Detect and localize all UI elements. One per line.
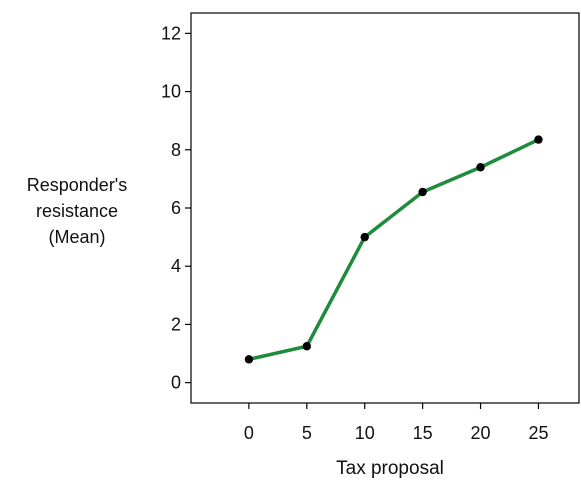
x-tick-label: 15 xyxy=(413,423,433,443)
y-tick-label: 0 xyxy=(171,373,181,393)
data-point xyxy=(534,135,543,144)
y-tick-label: 10 xyxy=(161,82,181,102)
y-tick-label: 8 xyxy=(171,140,181,160)
data-point xyxy=(360,232,369,242)
x-tick-label: 25 xyxy=(528,423,548,443)
plot-border xyxy=(190,12,580,404)
y-tick-label: 12 xyxy=(161,23,181,43)
y-axis-title-line-1: Responder's xyxy=(26,175,128,195)
x-tick-label: 0 xyxy=(244,423,254,443)
y-tick-label: 6 xyxy=(171,198,181,218)
data-point xyxy=(244,355,254,364)
x-axis: 0 5 10 15 20 25 xyxy=(244,403,548,443)
data-point xyxy=(302,342,312,351)
y-tick-label: 4 xyxy=(171,256,181,276)
y-tick-label: 2 xyxy=(171,314,181,334)
data-point xyxy=(476,163,485,172)
y-axis-title-line-3: (Mean) xyxy=(48,227,106,247)
data-point xyxy=(418,187,427,197)
series-line xyxy=(247,137,541,362)
x-tick-label: 5 xyxy=(302,423,312,443)
y-axis-title: Responder's resistance (Mean) xyxy=(2,172,152,250)
y-axis-title-line-2: resistance xyxy=(35,201,119,221)
x-tick-label: 20 xyxy=(471,423,491,443)
x-tick-label: 10 xyxy=(355,423,375,443)
x-axis-title: Tax proposal xyxy=(336,458,444,479)
plot-frame xyxy=(190,12,580,404)
series-group xyxy=(244,135,543,364)
y-axis: 0 2 4 6 8 10 12 xyxy=(161,23,191,393)
